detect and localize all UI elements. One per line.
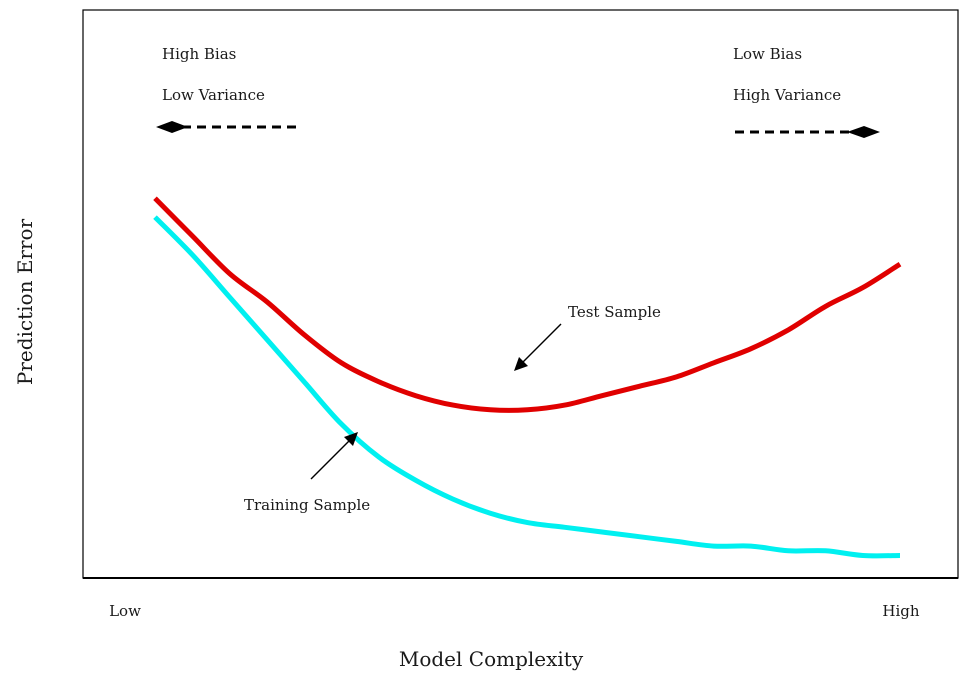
left-dashed-arrow [156, 121, 296, 133]
x-tick-low: Low [109, 602, 141, 620]
y-axis-title: Prediction Error [13, 218, 37, 385]
annotation-low-bias: Low Bias [733, 45, 802, 63]
series-line-training-sample [153, 215, 901, 559]
annotation-high-variance: High Variance [733, 86, 841, 104]
test-sample-label: Test Sample [568, 303, 661, 321]
test-sample-pointer [514, 323, 562, 371]
series-layer [153, 196, 902, 559]
x-axis-title: Model Complexity [399, 647, 584, 671]
annotation-low-variance: Low Variance [162, 86, 265, 104]
x-tick-high: High [882, 602, 919, 620]
annotation-high-bias: High Bias [162, 45, 236, 63]
training-sample-label: Training Sample [244, 496, 370, 514]
right-dashed-arrow [735, 126, 880, 138]
training-sample-pointer [310, 432, 358, 480]
series-line-test-sample [153, 196, 902, 413]
